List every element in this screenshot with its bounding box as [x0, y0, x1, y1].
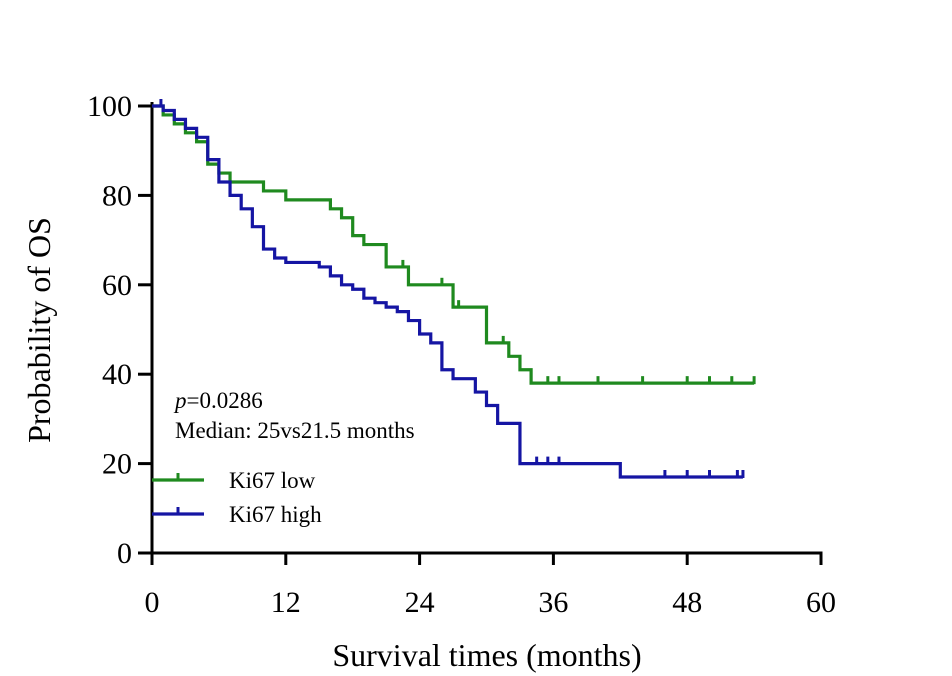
x-tick-label: 36 — [538, 586, 568, 619]
y-tick-label: 100 — [87, 90, 132, 123]
x-tick-label: 24 — [405, 586, 435, 619]
y-tick-label: 40 — [102, 358, 132, 391]
median-annotation: Median: 25vs21.5 months — [175, 418, 415, 443]
y-tick-label: 60 — [102, 269, 132, 302]
series-line-ki67-high — [152, 104, 743, 479]
x-axis-title: Survival times (months) — [332, 637, 641, 673]
axes: 0 12 24 36 48 60 0 20 40 60 80 100 Survival times (m… — [21, 90, 836, 673]
y-tick-label: 80 — [102, 179, 132, 212]
p-value-prefix: p — [173, 388, 187, 413]
annotations: p=0.0286 Median: 25vs21.5 months — [173, 388, 415, 443]
y-tick-label: 20 — [102, 448, 132, 481]
x-tick-label: 48 — [672, 586, 702, 619]
p-value-text: =0.0286 — [187, 388, 263, 413]
legend-label-ki67-high: Ki67 high — [229, 502, 322, 527]
series-line-ki67-low — [152, 104, 755, 385]
x-tick-label: 0 — [145, 586, 160, 619]
legend: Ki67 low Ki67 high — [152, 468, 322, 527]
x-tick-label: 60 — [806, 586, 836, 619]
y-axis-title: Probability of OS — [21, 217, 57, 443]
y-tick-label: 0 — [117, 537, 132, 570]
legend-label-ki67-low: Ki67 low — [229, 468, 316, 493]
p-value-annotation: p=0.0286 — [173, 388, 263, 413]
x-tick-label: 12 — [271, 586, 301, 619]
survival-curves — [152, 99, 756, 479]
